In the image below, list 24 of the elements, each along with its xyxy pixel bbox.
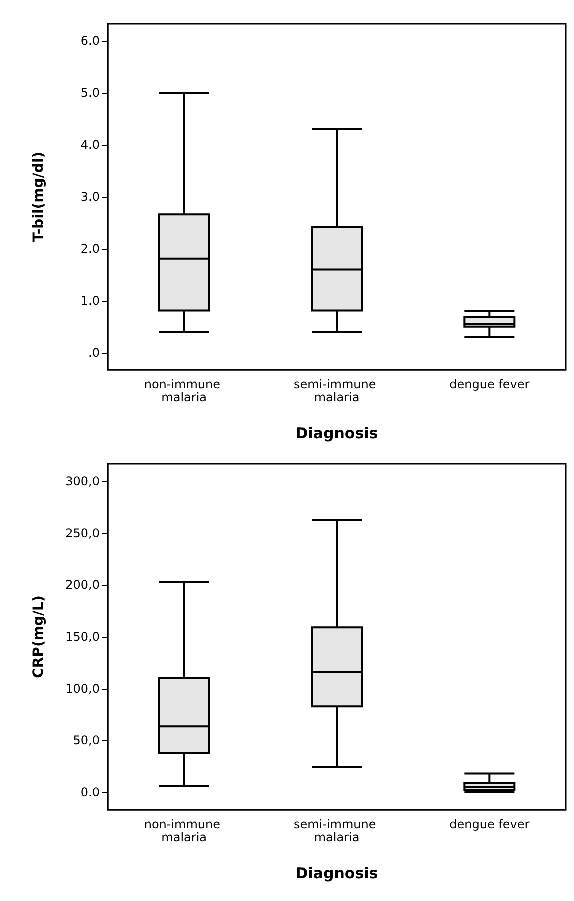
- x-tick-label: dengue fever: [450, 818, 530, 832]
- x-tick-label: dengue fever: [450, 378, 530, 392]
- x-tick-label: non-immune malaria: [144, 378, 224, 404]
- y-tick-label: 0.0: [80, 785, 100, 800]
- y-tick-label: 1.0: [80, 294, 100, 308]
- y-tick-label: 300,0: [66, 474, 100, 489]
- x-tick-label: semi-immune malaria: [294, 818, 380, 844]
- y-tick-label: 250,0: [66, 526, 100, 540]
- y-tick-label: 6.0: [80, 34, 100, 48]
- y-tick-label: .0: [88, 346, 100, 360]
- y-tick-label: 2.0: [80, 242, 100, 256]
- y-tick-label: 150,0: [66, 630, 100, 644]
- y-tick-label: 4.0: [80, 138, 100, 152]
- y-tick-label: 3.0: [80, 190, 100, 204]
- x-axis-title: Diagnosis: [296, 864, 378, 882]
- x-tick-label: non-immune malaria: [144, 818, 224, 844]
- y-tick-label: 5.0: [80, 86, 100, 100]
- y-axis-title: T-bil(mg/dl): [31, 152, 47, 242]
- x-tick-label: semi-immune malaria: [294, 378, 380, 404]
- y-axis-title: CRP(mg/L): [31, 596, 47, 678]
- y-tick-label: 50,0: [73, 734, 100, 748]
- x-axis-title: Diagnosis: [296, 424, 378, 442]
- y-tick-label: 100,0: [66, 682, 100, 696]
- y-tick-label: 200,0: [66, 578, 100, 592]
